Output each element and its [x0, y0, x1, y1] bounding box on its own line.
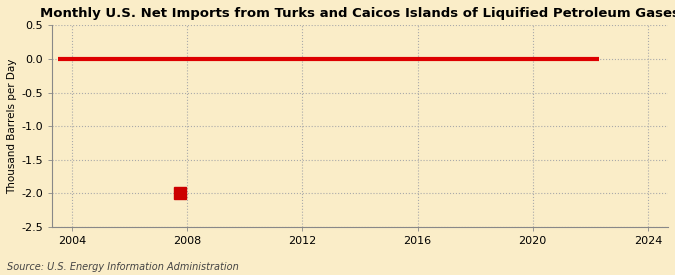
Y-axis label: Thousand Barrels per Day: Thousand Barrels per Day	[7, 59, 17, 194]
Title: Monthly U.S. Net Imports from Turks and Caicos Islands of Liquified Petroleum Ga: Monthly U.S. Net Imports from Turks and …	[40, 7, 675, 20]
Text: Source: U.S. Energy Information Administration: Source: U.S. Energy Information Administ…	[7, 262, 238, 272]
